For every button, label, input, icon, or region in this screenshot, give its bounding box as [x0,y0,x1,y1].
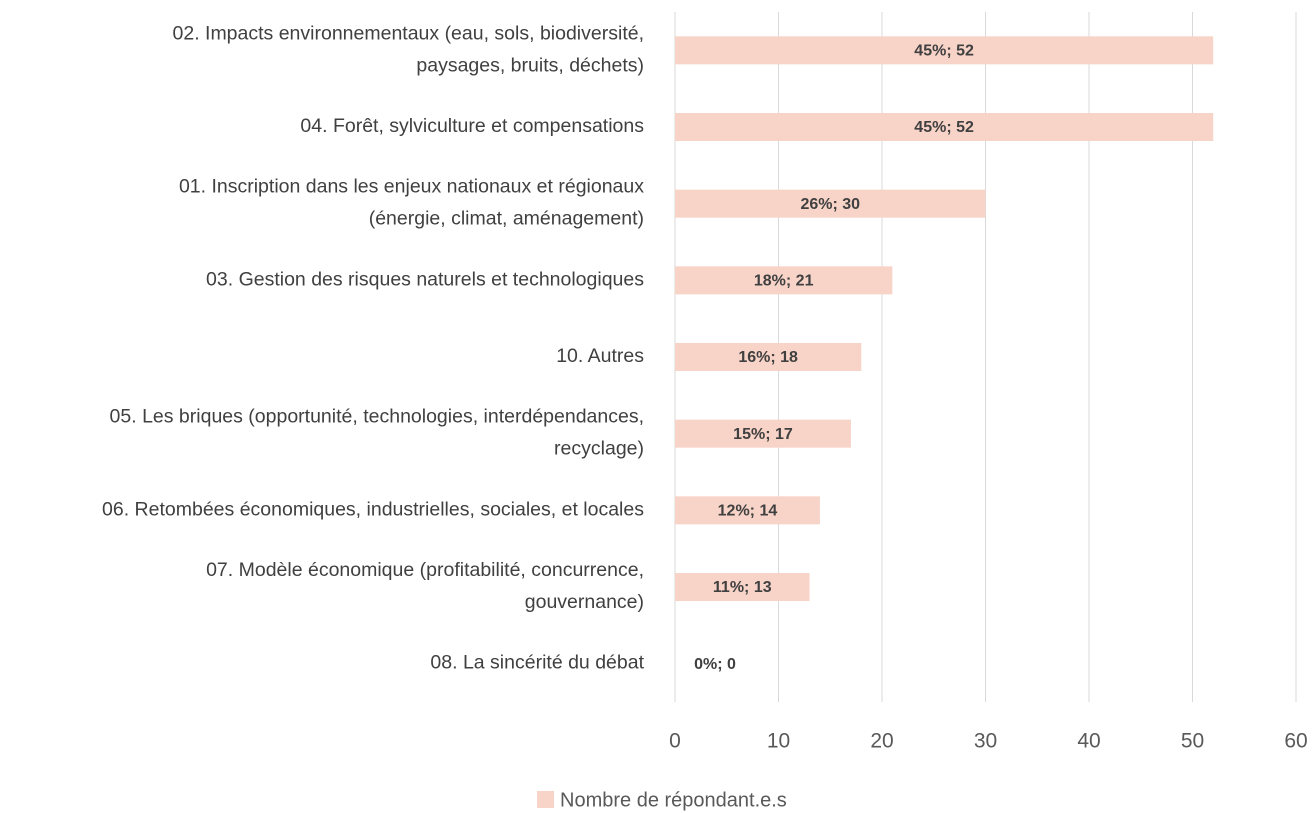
x-tick-label: 10 [767,730,790,753]
bar [675,113,1214,141]
data-label: 12%; 14 [718,503,778,520]
data-label: 45%; 52 [914,43,974,60]
data-label: 45%; 52 [914,119,974,136]
bar [675,419,851,448]
data-label: 18%; 21 [754,273,814,290]
category-label: 07. Modèle économique (profitabilité, co… [206,559,644,613]
category-label: 10. Autres [556,345,644,367]
data-label: 15%; 17 [733,426,793,443]
x-tick-label: 20 [870,730,893,753]
x-tick-label: 0 [669,730,681,753]
x-tick-label: 60 [1284,730,1307,753]
bar [675,343,862,371]
bar [675,36,1214,65]
data-label: 16%; 18 [738,349,798,366]
data-label: 26%; 30 [800,196,860,213]
data-label: 0%; 0 [694,656,736,673]
category-label: 05. Les briques (opportunité, technologi… [110,406,644,460]
x-tick-label: 40 [1077,730,1100,753]
legend-swatch [537,791,554,808]
category-label: 02. Impacts environnementaux (eau, sols,… [173,22,645,76]
x-tick-label: 50 [1181,730,1204,753]
category-label: 04. Forêt, sylviculture et compensations [300,115,644,137]
category-label: 01. Inscription dans les enjeux nationau… [179,176,644,230]
bar [675,573,810,601]
bar [675,189,986,218]
category-label: 06. Retombées économiques, industrielles… [102,498,644,520]
x-tick-label: 30 [974,730,997,753]
category-label: 03. Gestion des risques naturels et tech… [206,268,644,290]
category-label: 08. La sincérité du débat [430,652,644,674]
data-label: 11%; 13 [713,579,772,596]
bar [675,496,820,525]
bar [675,266,893,295]
legend-label: Nombre de répondant.e.s [560,789,787,811]
